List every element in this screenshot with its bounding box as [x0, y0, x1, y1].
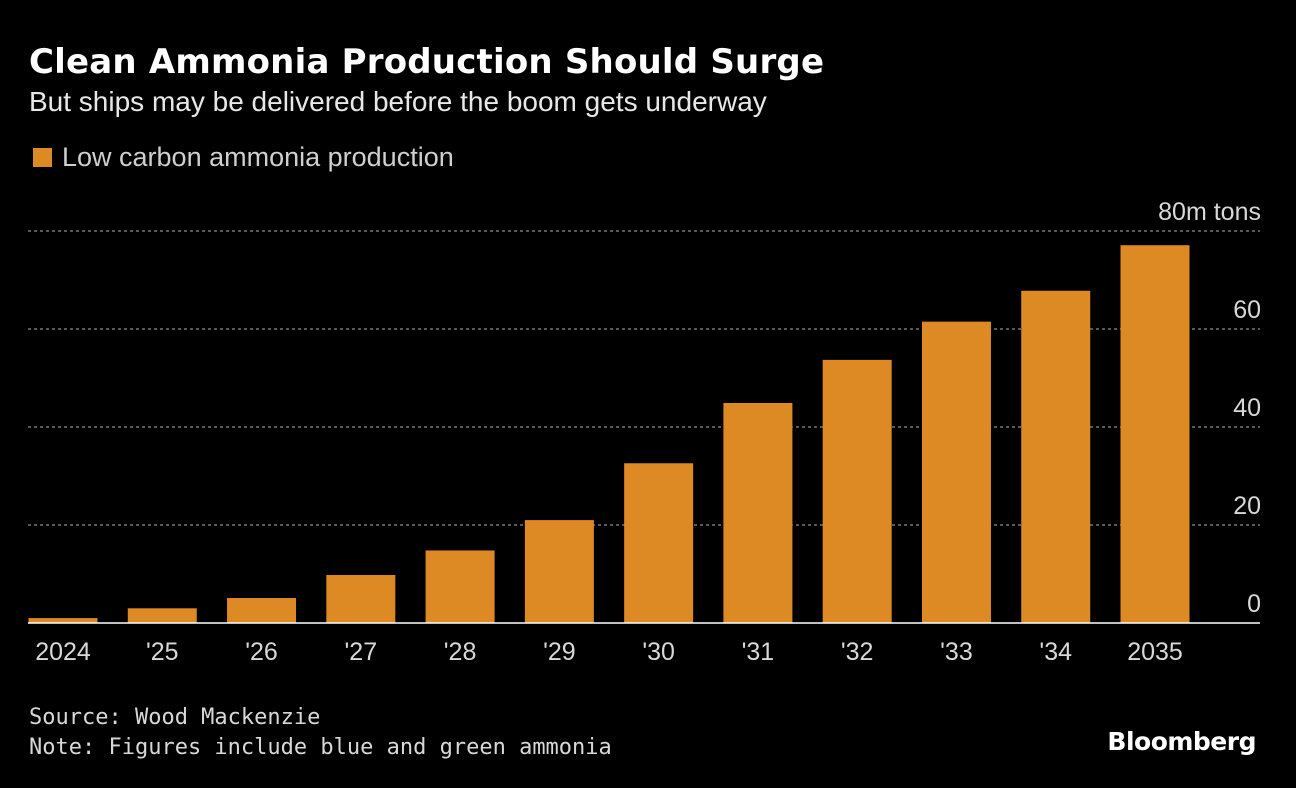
figures-note: Note: Figures include blue and green amm… [29, 735, 612, 760]
bar [28, 618, 98, 623]
x-tick-label: '25 [146, 638, 179, 666]
x-tick-label: 2035 [1127, 638, 1183, 666]
bar [624, 463, 694, 623]
x-tick-label: '30 [642, 638, 675, 666]
bar [127, 608, 197, 623]
bar [227, 598, 297, 623]
y-tick-label: 80m tons [1158, 198, 1261, 226]
bar [1021, 290, 1091, 623]
bar [723, 402, 793, 623]
bar [921, 321, 991, 623]
y-tick-label: 20 [1233, 492, 1261, 520]
source-note: Source: Wood Mackenzie [29, 705, 321, 730]
bar [822, 359, 892, 623]
y-tick-label: 40 [1233, 394, 1261, 422]
legend-swatch [33, 148, 52, 167]
x-tick-label: '33 [940, 638, 973, 666]
legend: Low carbon ammonia production [33, 142, 454, 173]
bars [28, 245, 1190, 623]
x-tick-label: '29 [543, 638, 576, 666]
y-tick-label: 0 [1247, 590, 1261, 618]
bar-chart: 0 20 40 60 80m tons 2024 '25 '26 '27 '28 '29 '30 '3… [28, 198, 1261, 666]
bar [425, 550, 495, 623]
y-tick-label: 60 [1233, 296, 1261, 324]
x-tick-label: '32 [841, 638, 874, 666]
x-axis-labels: 2024 '25 '26 '27 '28 '29 '30 '31 '32 '33 '34 2035 [35, 638, 1183, 666]
chart-subtitle: But ships may be delivered before the bo… [29, 86, 767, 117]
x-tick-label: 2024 [35, 638, 91, 666]
x-tick-label: '31 [742, 638, 775, 666]
chart-title: Clean Ammonia Production Should Surge [29, 42, 825, 82]
bloomberg-logo: Bloomberg [1107, 727, 1256, 756]
bar [524, 520, 594, 623]
x-tick-label: '26 [245, 638, 278, 666]
bar [1120, 245, 1190, 623]
footer-notes: Source: Wood Mackenzie Note: Figures inc… [29, 703, 612, 763]
bar [326, 574, 396, 623]
x-tick-label: '28 [444, 638, 477, 666]
x-tick-label: '34 [1039, 638, 1072, 666]
legend-label: Low carbon ammonia production [62, 142, 454, 172]
y-axis-labels: 0 20 40 60 80m tons [1158, 198, 1261, 618]
x-tick-label: '27 [345, 638, 378, 666]
